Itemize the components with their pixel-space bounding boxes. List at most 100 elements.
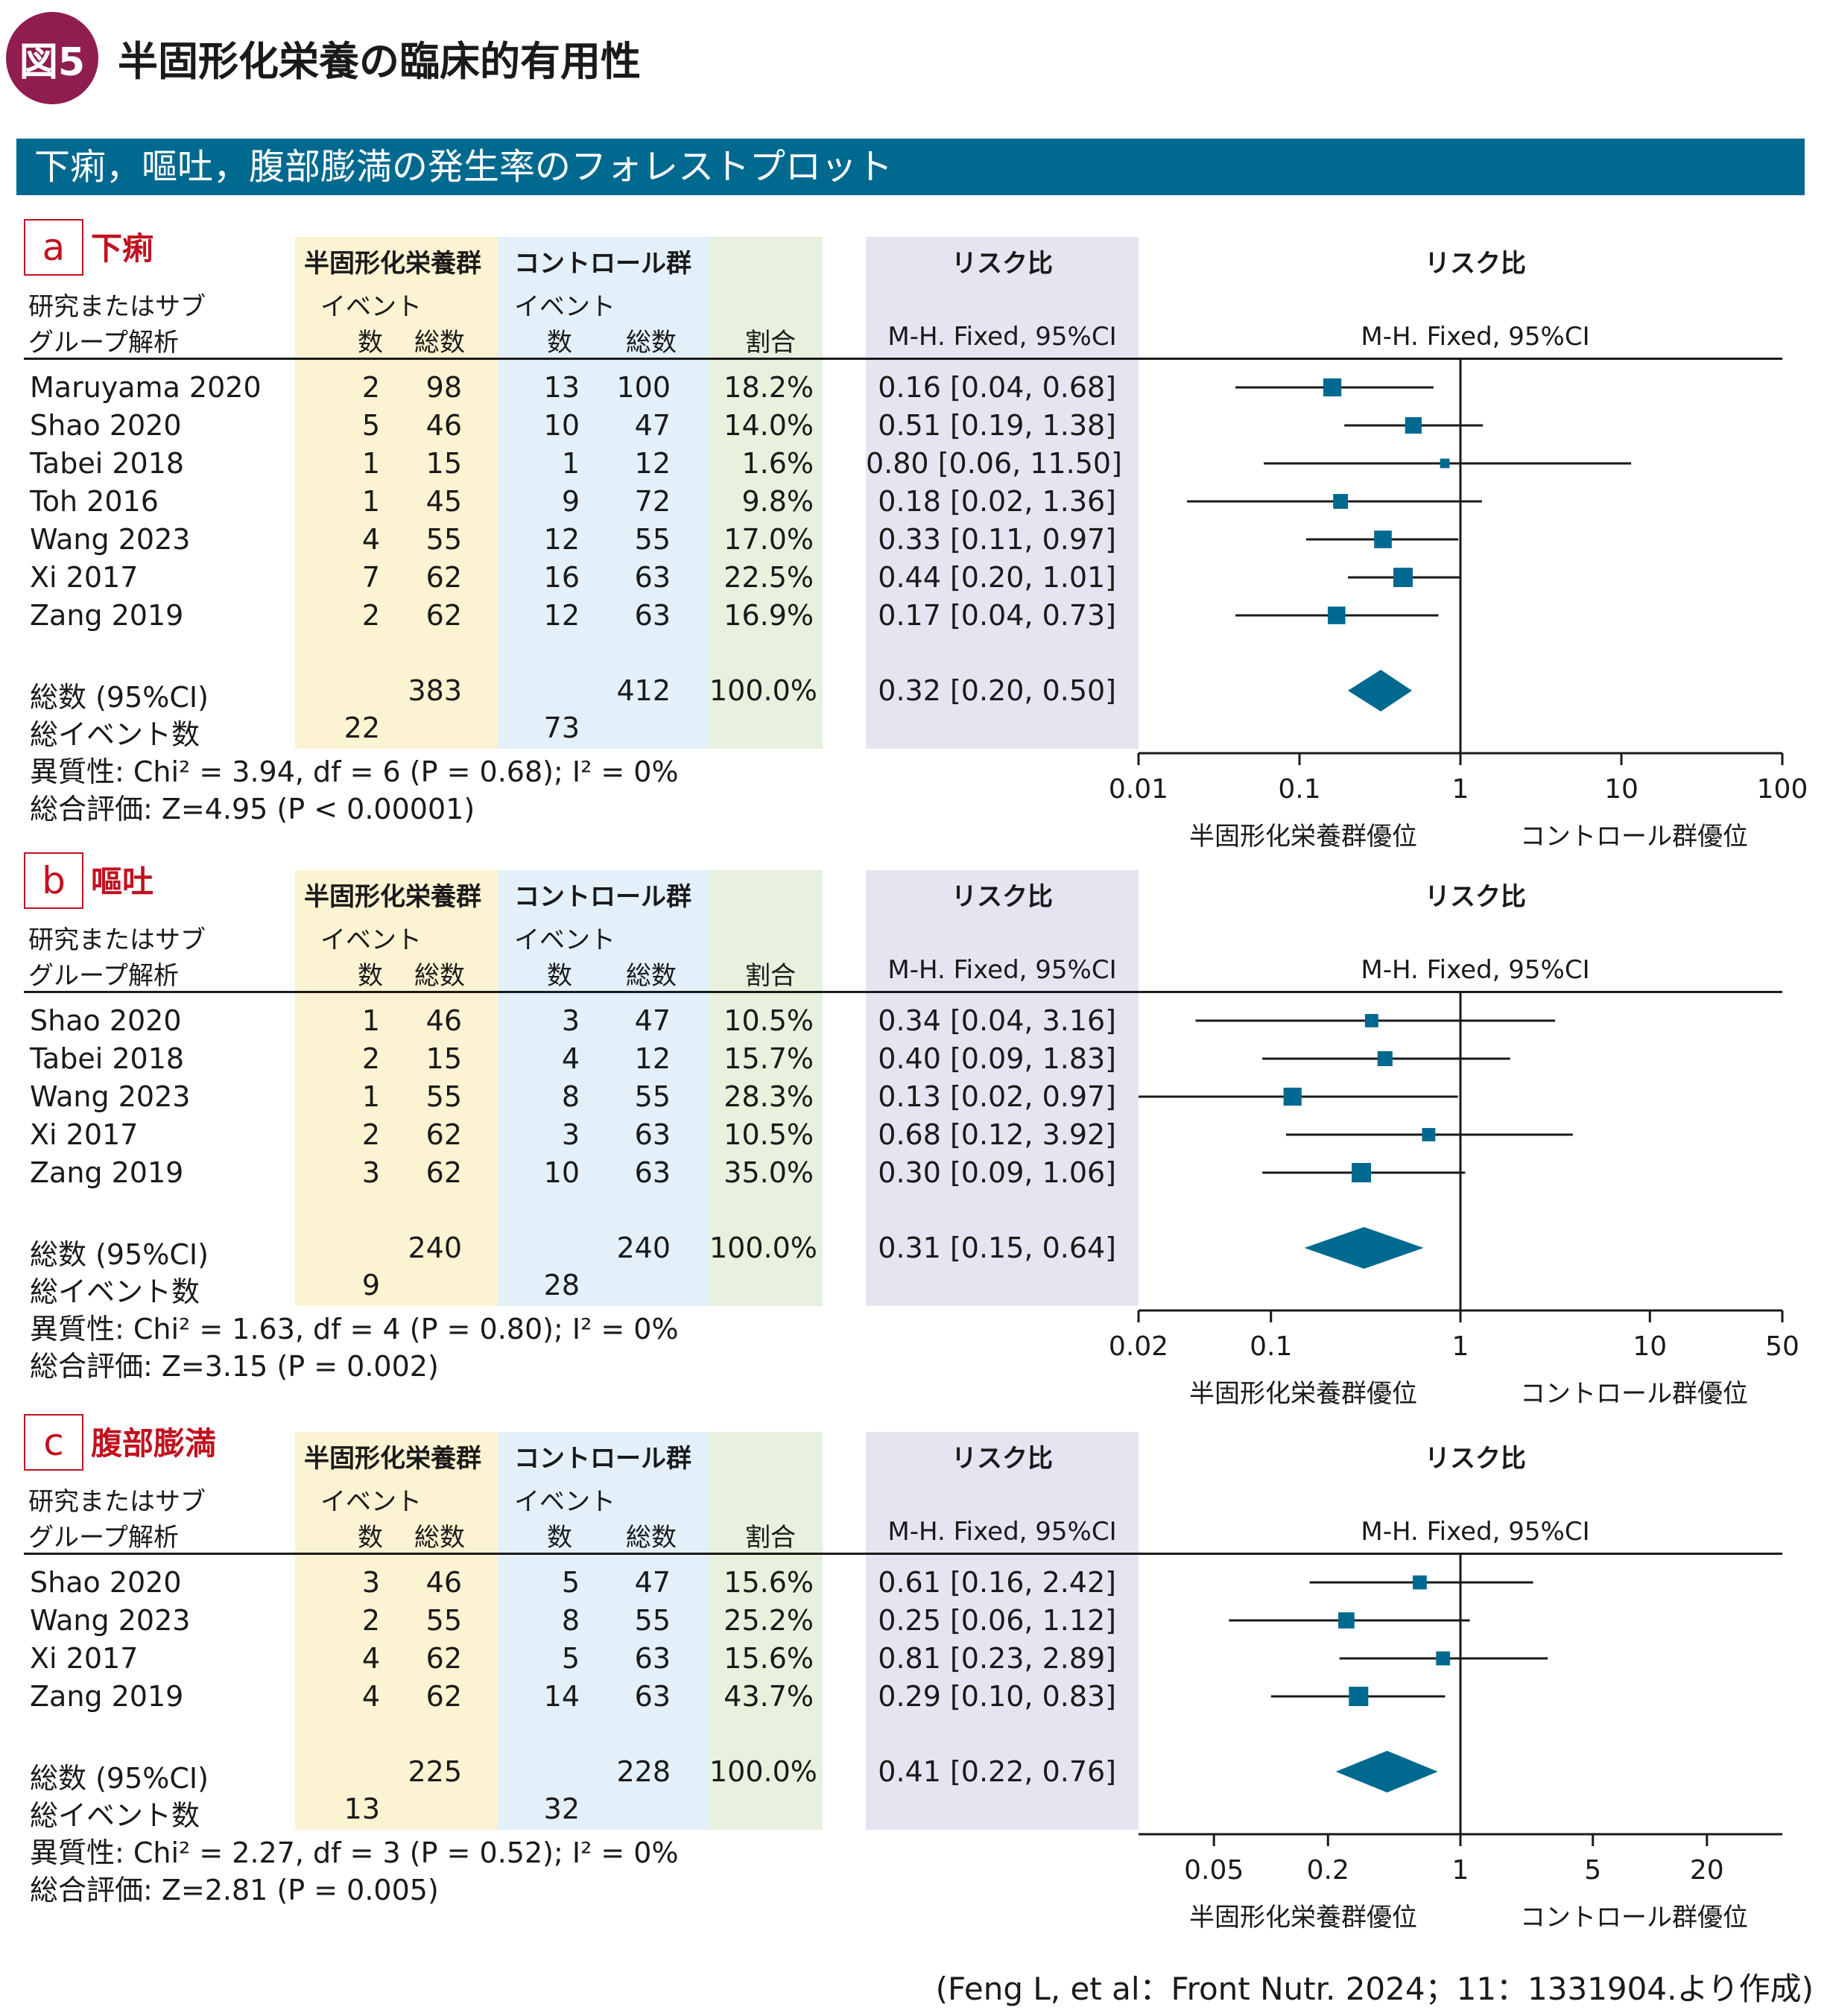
panel-letter: c <box>24 1414 83 1471</box>
figure-title: 半固形化栄養の臨床的有用性 <box>118 38 641 85</box>
control-events: 16 <box>543 561 580 594</box>
control-events: 9 <box>561 485 580 518</box>
plot-risk-ratio-header: リスク比 <box>1425 249 1526 279</box>
point-estimate <box>1349 1687 1369 1706</box>
heterogeneity-text: 異質性: Chi² = 2.27, df = 3 (P = 0.52); I² … <box>30 1836 679 1869</box>
weight-header: 割合 <box>745 1523 796 1553</box>
weight-value: 28.3% <box>724 1080 814 1113</box>
experimental-total: 98 <box>425 371 462 404</box>
control-events: 13 <box>543 371 580 404</box>
experimental-total: 55 <box>425 1080 462 1113</box>
point-estimate <box>1323 378 1342 397</box>
header-rule <box>24 1553 1782 1555</box>
weight-value: 14.0% <box>724 409 814 442</box>
x-tick-label: 50 <box>1765 1331 1799 1362</box>
study-name: Wang 2023 <box>30 1604 191 1637</box>
control-events: 8 <box>561 1080 580 1113</box>
point-estimate <box>1440 458 1450 469</box>
figure-header: 図5 半固形化栄養の臨床的有用性 <box>0 0 1830 112</box>
source-footnote: (Feng L, et al：Front Nutr. 2024；11：13319… <box>935 1971 1814 2007</box>
method-header: M-H. Fixed, 95%CI <box>887 322 1117 352</box>
favours-experimental-label: 半固形化栄養群優位 <box>1189 822 1417 852</box>
risk-ratio-value: 0.40 [0.09, 1.83] <box>878 1042 1116 1075</box>
risk-ratio-value: 0.44 [0.20, 1.01] <box>878 561 1116 594</box>
control-events-header: イベント <box>514 1487 615 1517</box>
point-estimate <box>1283 1087 1302 1106</box>
control-total: 63 <box>634 599 671 632</box>
experimental-total-events: 9 <box>361 1269 380 1302</box>
weight-value: 15.6% <box>724 1642 814 1675</box>
weight-header: 割合 <box>745 961 796 991</box>
control-events-header: イベント <box>514 925 615 955</box>
weight-value: 18.2% <box>724 371 814 404</box>
study-name: Toh 2016 <box>30 485 159 518</box>
control-events-header: イベント <box>514 292 615 322</box>
study-name: Shao 2020 <box>30 409 182 442</box>
experimental-events: 3 <box>361 1566 380 1599</box>
study-header-line1: 研究またはサブ <box>28 1487 206 1517</box>
experimental-events: 3 <box>361 1156 380 1189</box>
control-total: 55 <box>634 1604 671 1637</box>
panel-letter: a <box>24 219 83 276</box>
risk-ratio-value: 0.51 [0.19, 1.38] <box>878 409 1116 442</box>
plot-method-header: M-H. Fixed, 95%CI <box>1361 1517 1590 1547</box>
control-events: 4 <box>561 1042 580 1075</box>
panel-outcome-title: 嘔吐 <box>91 863 154 900</box>
risk-ratio-value: 0.18 [0.02, 1.36] <box>878 485 1116 518</box>
experimental-total-events: 22 <box>343 711 380 744</box>
heterogeneity-text: 異質性: Chi² = 3.94, df = 6 (P = 0.68); I² … <box>30 755 679 788</box>
figure-badge: 図5 <box>6 12 98 104</box>
weight-value: 43.7% <box>724 1680 814 1713</box>
pooled-estimate-diamond <box>1335 1751 1438 1792</box>
control-events: 5 <box>561 1642 580 1675</box>
x-tick-label: 5 <box>1584 1855 1601 1886</box>
x-tick-label: 100 <box>1757 774 1808 805</box>
study-header-line2: グループ解析 <box>28 328 179 358</box>
overall-effect-text: 総合評価: Z=2.81 (P = 0.005) <box>30 1874 439 1906</box>
experimental-total: 62 <box>425 1680 462 1713</box>
study-header-line1: 研究またはサブ <box>28 292 206 322</box>
risk-ratio-header: リスク比 <box>952 882 1053 912</box>
experimental-events: 2 <box>361 1118 380 1151</box>
experimental-count-header: 数 <box>358 328 383 358</box>
weight-column-bg <box>709 870 823 1306</box>
experimental-events: 2 <box>361 599 380 632</box>
experimental-total: 62 <box>425 599 462 632</box>
weight-column-bg <box>709 237 823 749</box>
weight-value: 35.0% <box>724 1156 814 1189</box>
experimental-events-header: イベント <box>320 1487 422 1517</box>
risk-ratio-header: リスク比 <box>952 1444 1053 1474</box>
x-tick-label: 1 <box>1452 774 1469 805</box>
favours-experimental-label: 半固形化栄養群優位 <box>1189 1903 1417 1933</box>
experimental-events: 2 <box>361 1042 380 1075</box>
study-name: Tabei 2018 <box>30 447 185 480</box>
plot-method-header: M-H. Fixed, 95%CI <box>1361 322 1590 352</box>
experimental-group-header: 半固形化栄養群 <box>304 249 481 279</box>
experimental-total: 46 <box>425 409 462 442</box>
weight-value: 10.5% <box>724 1004 814 1037</box>
header-rule <box>24 991 1782 993</box>
study-name: Shao 2020 <box>30 1004 182 1037</box>
experimental-grand-total: 225 <box>408 1755 462 1788</box>
experimental-total: 46 <box>425 1566 462 1599</box>
control-total-header: 総数 <box>626 1523 677 1553</box>
experimental-group-header: 半固形化栄養群 <box>304 882 481 912</box>
risk-ratio-value: 0.33 [0.11, 0.97] <box>878 523 1116 556</box>
study-name: Zang 2019 <box>30 1156 184 1189</box>
study-name: Tabei 2018 <box>30 1042 185 1075</box>
pooled-risk-ratio: 0.41 [0.22, 0.76] <box>878 1755 1116 1788</box>
study-name: Zang 2019 <box>30 1680 184 1713</box>
study-name: Xi 2017 <box>30 1118 139 1151</box>
study-header-line1: 研究またはサブ <box>28 925 206 955</box>
point-estimate <box>1413 1575 1427 1590</box>
risk-ratio-column-bg <box>866 1432 1139 1830</box>
x-tick-label: 0.1 <box>1278 774 1320 805</box>
control-total-events: 28 <box>543 1269 580 1302</box>
risk-ratio-value: 0.25 [0.06, 1.12] <box>878 1604 1116 1637</box>
experimental-events: 4 <box>361 1642 380 1675</box>
experimental-events: 5 <box>361 409 380 442</box>
experimental-count-header: 数 <box>358 1523 383 1553</box>
experimental-total: 62 <box>425 1118 462 1151</box>
